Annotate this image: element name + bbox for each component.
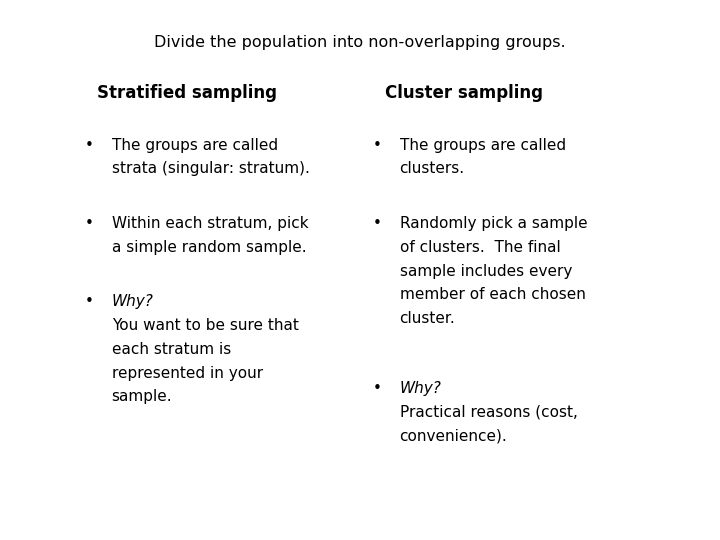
Text: Cluster sampling: Cluster sampling	[385, 84, 543, 102]
Text: member of each chosen: member of each chosen	[400, 287, 585, 302]
Text: The groups are called: The groups are called	[400, 138, 566, 153]
Text: sample includes every: sample includes every	[400, 264, 572, 279]
Text: represented in your: represented in your	[112, 366, 263, 381]
Text: Randomly pick a sample: Randomly pick a sample	[400, 216, 588, 231]
Text: Within each stratum, pick: Within each stratum, pick	[112, 216, 308, 231]
Text: •: •	[373, 138, 382, 153]
Text: sample.: sample.	[112, 389, 172, 404]
Text: Divide the population into non-overlapping groups.: Divide the population into non-overlappi…	[154, 35, 566, 50]
Text: •: •	[373, 381, 382, 396]
Text: •: •	[85, 294, 94, 309]
Text: each stratum is: each stratum is	[112, 342, 231, 357]
Text: clusters.: clusters.	[400, 161, 464, 177]
Text: You want to be sure that: You want to be sure that	[112, 318, 299, 333]
Text: Why?: Why?	[400, 381, 441, 396]
Text: strata (singular: stratum).: strata (singular: stratum).	[112, 161, 310, 177]
Text: Why?: Why?	[112, 294, 153, 309]
Text: convenience).: convenience).	[400, 428, 508, 443]
Text: cluster.: cluster.	[400, 311, 455, 326]
Text: a simple random sample.: a simple random sample.	[112, 240, 306, 255]
Text: Practical reasons (cost,: Practical reasons (cost,	[400, 404, 577, 420]
Text: Stratified sampling: Stratified sampling	[97, 84, 277, 102]
Text: of clusters.  The final: of clusters. The final	[400, 240, 560, 255]
Text: •: •	[373, 216, 382, 231]
Text: The groups are called: The groups are called	[112, 138, 278, 153]
Text: •: •	[85, 216, 94, 231]
Text: •: •	[85, 138, 94, 153]
